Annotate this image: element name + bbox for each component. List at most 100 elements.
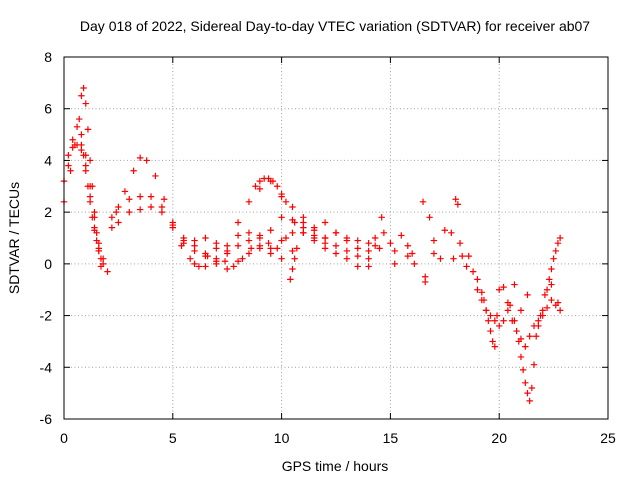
series-trace-r <box>500 281 562 319</box>
data-point <box>269 177 277 185</box>
y-tick-label: -2 <box>40 308 53 324</box>
data-point <box>517 353 525 361</box>
y-tick-label: -4 <box>40 359 53 375</box>
data-point <box>365 239 372 247</box>
data-point <box>522 343 529 350</box>
data-point <box>408 250 416 257</box>
data-point <box>354 263 361 270</box>
data-point <box>265 175 272 182</box>
data-point <box>67 167 74 174</box>
x-tick-label: 20 <box>491 430 507 446</box>
data-point <box>515 338 522 345</box>
data-point <box>493 312 501 319</box>
series-trace-m <box>391 201 466 286</box>
data-point <box>191 247 198 255</box>
data-point <box>69 136 76 143</box>
data-point <box>504 307 512 314</box>
data-point <box>293 245 301 252</box>
data-point <box>422 278 429 286</box>
data-point <box>65 162 72 169</box>
data-point <box>84 183 92 190</box>
data-point <box>191 260 198 268</box>
data-point <box>256 245 264 252</box>
data-point <box>489 338 496 345</box>
x-tick-label: 15 <box>383 430 399 446</box>
data-point <box>93 237 100 244</box>
data-point <box>343 255 351 262</box>
data-point <box>245 198 253 205</box>
data-point <box>143 157 150 164</box>
data-point <box>522 379 529 386</box>
data-point <box>65 152 72 159</box>
data-point <box>365 247 372 255</box>
data-point <box>289 265 296 273</box>
data-point <box>265 239 272 247</box>
data-point <box>311 224 318 231</box>
data-point <box>245 229 253 237</box>
series-trace-h <box>180 229 372 273</box>
data-point <box>267 250 274 257</box>
data-point <box>289 247 296 255</box>
series-trace-a <box>60 141 111 275</box>
data-point <box>202 250 209 257</box>
data-point <box>73 123 81 131</box>
data-point <box>546 276 553 283</box>
data-point <box>289 229 296 237</box>
y-tick-label: 8 <box>44 49 52 65</box>
data-point <box>391 247 398 255</box>
data-point <box>469 268 477 275</box>
data-point <box>274 245 281 252</box>
data-point <box>450 255 457 262</box>
series-trace-j <box>252 175 290 205</box>
data-point <box>80 84 87 92</box>
data-point <box>278 214 285 221</box>
data-point <box>426 214 433 221</box>
data-point <box>82 167 89 174</box>
data-point <box>411 260 418 268</box>
data-point <box>321 219 329 226</box>
data-point <box>245 250 253 257</box>
data-point <box>136 193 144 200</box>
data-point <box>267 227 274 234</box>
data-point <box>482 307 490 314</box>
data-point <box>430 237 438 244</box>
data-point <box>287 276 294 283</box>
data-point <box>463 263 470 270</box>
data-point <box>202 263 209 270</box>
data-point <box>500 283 507 291</box>
data-point <box>147 193 155 200</box>
x-tick-label: 25 <box>600 430 616 446</box>
data-point <box>524 291 531 299</box>
data-point <box>169 219 176 226</box>
data-point <box>371 242 379 249</box>
series-trace-e <box>108 203 379 252</box>
data-point <box>332 229 340 237</box>
data-point <box>548 281 555 288</box>
data-point <box>187 255 194 262</box>
data-point <box>256 234 264 242</box>
data-point <box>354 252 361 260</box>
data-point <box>543 304 551 312</box>
data-point <box>256 185 264 193</box>
data-points <box>60 84 564 405</box>
data-point <box>221 258 229 265</box>
data-point <box>300 219 307 226</box>
data-point <box>245 237 253 244</box>
data-point <box>391 260 398 268</box>
data-point <box>234 232 242 239</box>
series-trace-g <box>113 154 372 270</box>
data-point <box>539 307 546 314</box>
data-point <box>289 203 296 211</box>
data-point <box>282 234 290 242</box>
y-tick-label: -6 <box>40 411 53 427</box>
x-axis-label: GPS time / hours <box>282 458 389 474</box>
data-point <box>404 252 412 260</box>
data-point <box>160 196 168 203</box>
data-point <box>496 322 503 330</box>
series-trace-f <box>108 177 372 265</box>
data-point <box>78 92 85 99</box>
data-point <box>552 247 559 255</box>
data-point <box>474 286 481 293</box>
data-point <box>89 214 96 221</box>
data-point <box>332 242 340 249</box>
